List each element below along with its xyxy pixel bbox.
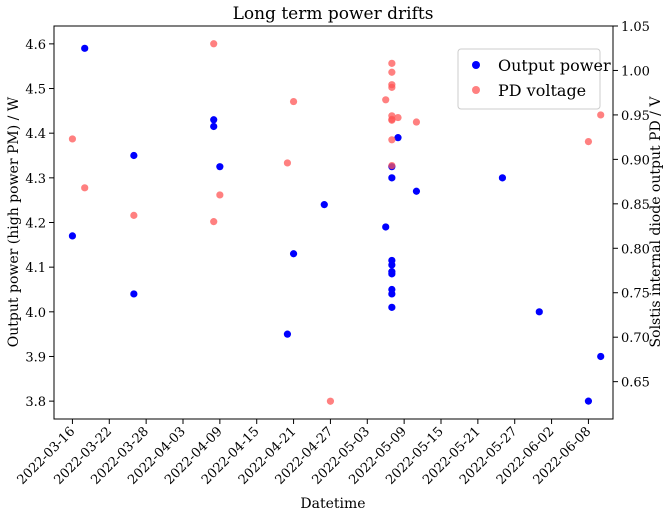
y-tick-label-left: 3.8 xyxy=(25,395,46,410)
point-pd-voltage xyxy=(289,97,298,106)
y-tick-label-left: 4.2 xyxy=(25,217,46,232)
y-tick-label-right: 0.95 xyxy=(621,109,650,124)
legend-box xyxy=(457,48,601,110)
point-pd-voltage xyxy=(388,136,396,144)
y-tick-label-left: 4.5 xyxy=(25,83,46,98)
point-pd-voltage xyxy=(388,59,396,67)
point-output-power xyxy=(283,330,292,338)
point-pd-voltage xyxy=(394,113,402,122)
legend-label-pd-voltage: PD voltage xyxy=(498,81,586,100)
point-pd-voltage xyxy=(388,68,396,76)
point-pd-voltage xyxy=(210,40,218,48)
point-pd-voltage xyxy=(283,159,292,167)
point-output-power xyxy=(412,187,421,195)
y-tick-label-left: 4.0 xyxy=(25,306,46,321)
point-output-power xyxy=(320,201,328,209)
point-output-power xyxy=(535,308,543,316)
point-output-power xyxy=(210,116,218,124)
point-output-power xyxy=(210,122,218,131)
point-pd-voltage xyxy=(326,397,335,405)
y-tick-label-right: 1.05 xyxy=(621,20,650,35)
y-tick-label-right: 1.00 xyxy=(621,64,650,79)
point-pd-voltage xyxy=(210,218,218,226)
point-output-power xyxy=(81,44,89,52)
point-output-power xyxy=(498,174,507,182)
point-output-power xyxy=(388,303,396,311)
y-axis-label-left: Output power (high power PM) / W xyxy=(6,96,22,347)
y-tick-label-right: 0.70 xyxy=(621,331,650,346)
legend-marker-output-power xyxy=(472,61,480,69)
point-output-power xyxy=(388,261,396,269)
point-output-power xyxy=(289,250,298,258)
point-output-power xyxy=(130,290,138,298)
y-axis-label-right: Solstis internal diode output PD / V xyxy=(648,96,664,348)
legend-label-output-power: Output power xyxy=(498,56,611,75)
point-pd-voltage xyxy=(412,118,421,126)
legend-marker-pd-voltage xyxy=(472,86,480,94)
point-output-power xyxy=(584,397,593,405)
point-pd-voltage xyxy=(68,135,77,143)
y-tick-label-left: 4.3 xyxy=(25,172,46,187)
y-tick-label-left: 4.1 xyxy=(25,261,46,276)
point-output-power xyxy=(68,232,77,240)
point-output-power xyxy=(388,174,396,182)
y-tick-label-left: 3.9 xyxy=(25,350,46,365)
point-output-power xyxy=(130,151,138,160)
point-pd-voltage xyxy=(597,111,605,119)
point-pd-voltage xyxy=(388,116,396,124)
point-output-power xyxy=(388,270,396,278)
point-output-power xyxy=(216,163,224,171)
y-tick-label-left: 4.6 xyxy=(25,38,46,53)
chart-title: Long term power drifts xyxy=(233,4,434,24)
y-tick-label-right: 0.90 xyxy=(621,153,650,168)
point-pd-voltage xyxy=(388,161,396,170)
point-output-power xyxy=(388,290,396,298)
y-tick-label-right: 0.80 xyxy=(621,242,650,257)
point-output-power xyxy=(597,352,605,361)
point-output-power xyxy=(394,134,402,142)
y-tick-label-left: 4.4 xyxy=(25,127,46,142)
point-pd-voltage xyxy=(130,211,138,219)
point-pd-voltage xyxy=(81,184,89,192)
point-pd-voltage xyxy=(388,83,396,91)
point-output-power xyxy=(382,223,390,231)
y-tick-label-right: 0.85 xyxy=(621,198,650,213)
point-pd-voltage xyxy=(382,96,390,104)
data-points xyxy=(68,40,605,405)
y-tick-label-right: 0.75 xyxy=(621,287,650,302)
legend: Output power PD voltage xyxy=(457,48,611,110)
point-pd-voltage xyxy=(216,191,224,199)
y-tick-label-right: 0.65 xyxy=(621,376,650,391)
x-axis-label: Datetime xyxy=(300,496,365,512)
point-pd-voltage xyxy=(584,137,593,146)
